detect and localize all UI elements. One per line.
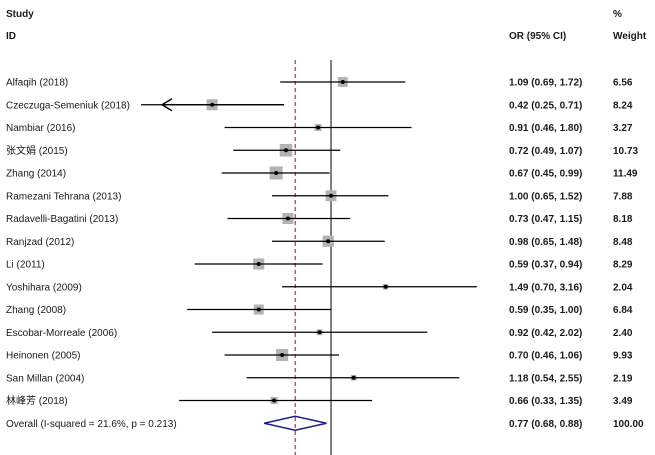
study-point-estimate	[274, 171, 279, 175]
header-id: ID	[6, 31, 16, 42]
study-ci-text: 0.70 (0.46, 1.06)	[509, 351, 582, 362]
study-point-estimate	[383, 284, 388, 289]
header-or-ci: OR (95% CI)	[509, 31, 567, 42]
study-label: Zhang (2008)	[6, 305, 66, 316]
study-label: Ranjzad (2012)	[6, 237, 74, 248]
overall-label: Overall (I-squared = 21.6%, p = 0.213)	[6, 419, 177, 430]
study-weight-text: 8.18	[613, 214, 633, 225]
study-ci-text: 0.59 (0.35, 1.00)	[509, 305, 582, 316]
study-label: Alfaqih (2018)	[6, 78, 68, 89]
study-ci-text: 0.92 (0.42, 2.02)	[509, 328, 582, 339]
study-ci-text: 0.98 (0.65, 1.48)	[509, 237, 582, 248]
overall-ci-text: 0.77 (0.68, 0.88)	[509, 419, 582, 430]
study-weight-text: 2.19	[613, 373, 633, 384]
study-weight-text: 6.56	[613, 78, 633, 89]
study-point-estimate	[317, 330, 322, 335]
study-weight-text: 2.40	[613, 328, 633, 339]
study-point-estimate	[256, 307, 261, 312]
study-label: Escobar-Morreale (2006)	[6, 328, 117, 339]
study-weight-text: 3.49	[613, 396, 633, 407]
study-point-estimate	[283, 148, 288, 153]
study-weight-text: 7.88	[613, 191, 633, 202]
study-label: Zhang (2014)	[6, 169, 66, 180]
study-ci-text: 1.09 (0.69, 1.72)	[509, 78, 582, 89]
study-label: Czeczuga-Semeniuk (2018)	[6, 100, 130, 111]
study-weight-text: 10.73	[613, 146, 638, 157]
study-weight-text: 9.93	[613, 351, 633, 362]
study-label: 林峰芳 (2018)	[6, 394, 68, 407]
study-point-estimate	[285, 216, 290, 221]
study-point-estimate	[272, 398, 277, 403]
study-ci-text: 0.73 (0.47, 1.15)	[509, 214, 582, 225]
study-point-estimate	[256, 262, 261, 266]
study-ci-arrow-head	[160, 98, 173, 112]
study-weight-text: 8.48	[613, 237, 633, 248]
study-ci-text: 0.66 (0.33, 1.35)	[509, 396, 582, 407]
study-label: Heinonen (2005)	[6, 351, 81, 362]
study-point-estimate	[340, 80, 345, 84]
study-weight-text: 6.84	[613, 305, 633, 316]
header-percent: %	[613, 9, 622, 20]
study-weight-text: 3.27	[613, 123, 633, 134]
study-label: Nambiar (2016)	[6, 123, 75, 134]
study-label: Li (2011)	[6, 260, 45, 271]
study-label: Ramezani Tehrana (2013)	[6, 191, 121, 202]
study-weight-text: 11.49	[613, 169, 638, 180]
study-weight-text: 8.24	[613, 100, 633, 111]
study-label: Yoshihara (2009)	[6, 282, 82, 293]
study-ci-text: 1.49 (0.70, 3.16)	[509, 282, 582, 293]
overall-diamond	[263, 415, 327, 432]
study-ci-text: 0.59 (0.37, 0.94)	[509, 260, 582, 271]
study-point-estimate	[351, 375, 356, 380]
study-ci-text: 0.67 (0.45, 0.99)	[509, 169, 582, 180]
study-point-estimate	[329, 193, 333, 198]
overall-weight-text: 100.00	[613, 419, 644, 430]
study-point-estimate	[326, 239, 331, 244]
study-ci-text: 0.72 (0.49, 1.07)	[509, 146, 582, 157]
study-weight-text: 2.04	[613, 282, 633, 293]
study-point-estimate	[280, 353, 285, 357]
study-label: 张文娟 (2015)	[6, 144, 68, 157]
study-weight-text: 8.29	[613, 260, 633, 271]
study-ci-text: 0.91 (0.46, 1.80)	[509, 123, 582, 134]
header-weight: Weight	[613, 31, 647, 42]
study-label: Radavelli-Bagatini (2013)	[6, 214, 118, 225]
study-ci-text: 0.42 (0.25, 0.71)	[509, 100, 582, 111]
study-ci-text: 1.18 (0.54, 2.55)	[509, 373, 582, 384]
study-ci-text: 1.00 (0.65, 1.52)	[509, 191, 582, 202]
study-label: San Millan (2004)	[6, 373, 84, 384]
study-point-estimate	[316, 125, 321, 130]
header-study: Study	[6, 9, 34, 20]
